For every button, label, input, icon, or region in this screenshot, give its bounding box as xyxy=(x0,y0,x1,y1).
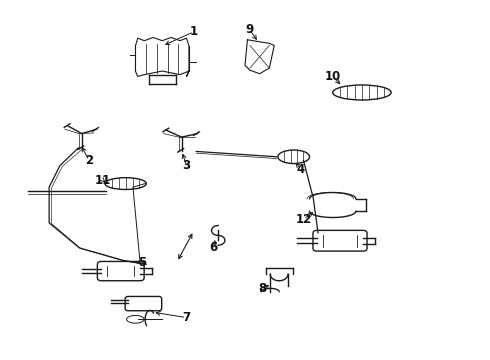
Text: 2: 2 xyxy=(85,154,93,167)
Text: 10: 10 xyxy=(324,70,341,83)
Text: 7: 7 xyxy=(182,311,191,324)
Text: 11: 11 xyxy=(95,174,111,186)
Text: 4: 4 xyxy=(297,163,305,176)
Text: 5: 5 xyxy=(139,256,147,269)
Text: 1: 1 xyxy=(190,25,198,38)
Text: 3: 3 xyxy=(182,159,191,172)
Text: 9: 9 xyxy=(246,23,254,36)
Text: 8: 8 xyxy=(258,283,266,296)
Text: 6: 6 xyxy=(209,241,218,255)
Text: 12: 12 xyxy=(295,213,312,226)
